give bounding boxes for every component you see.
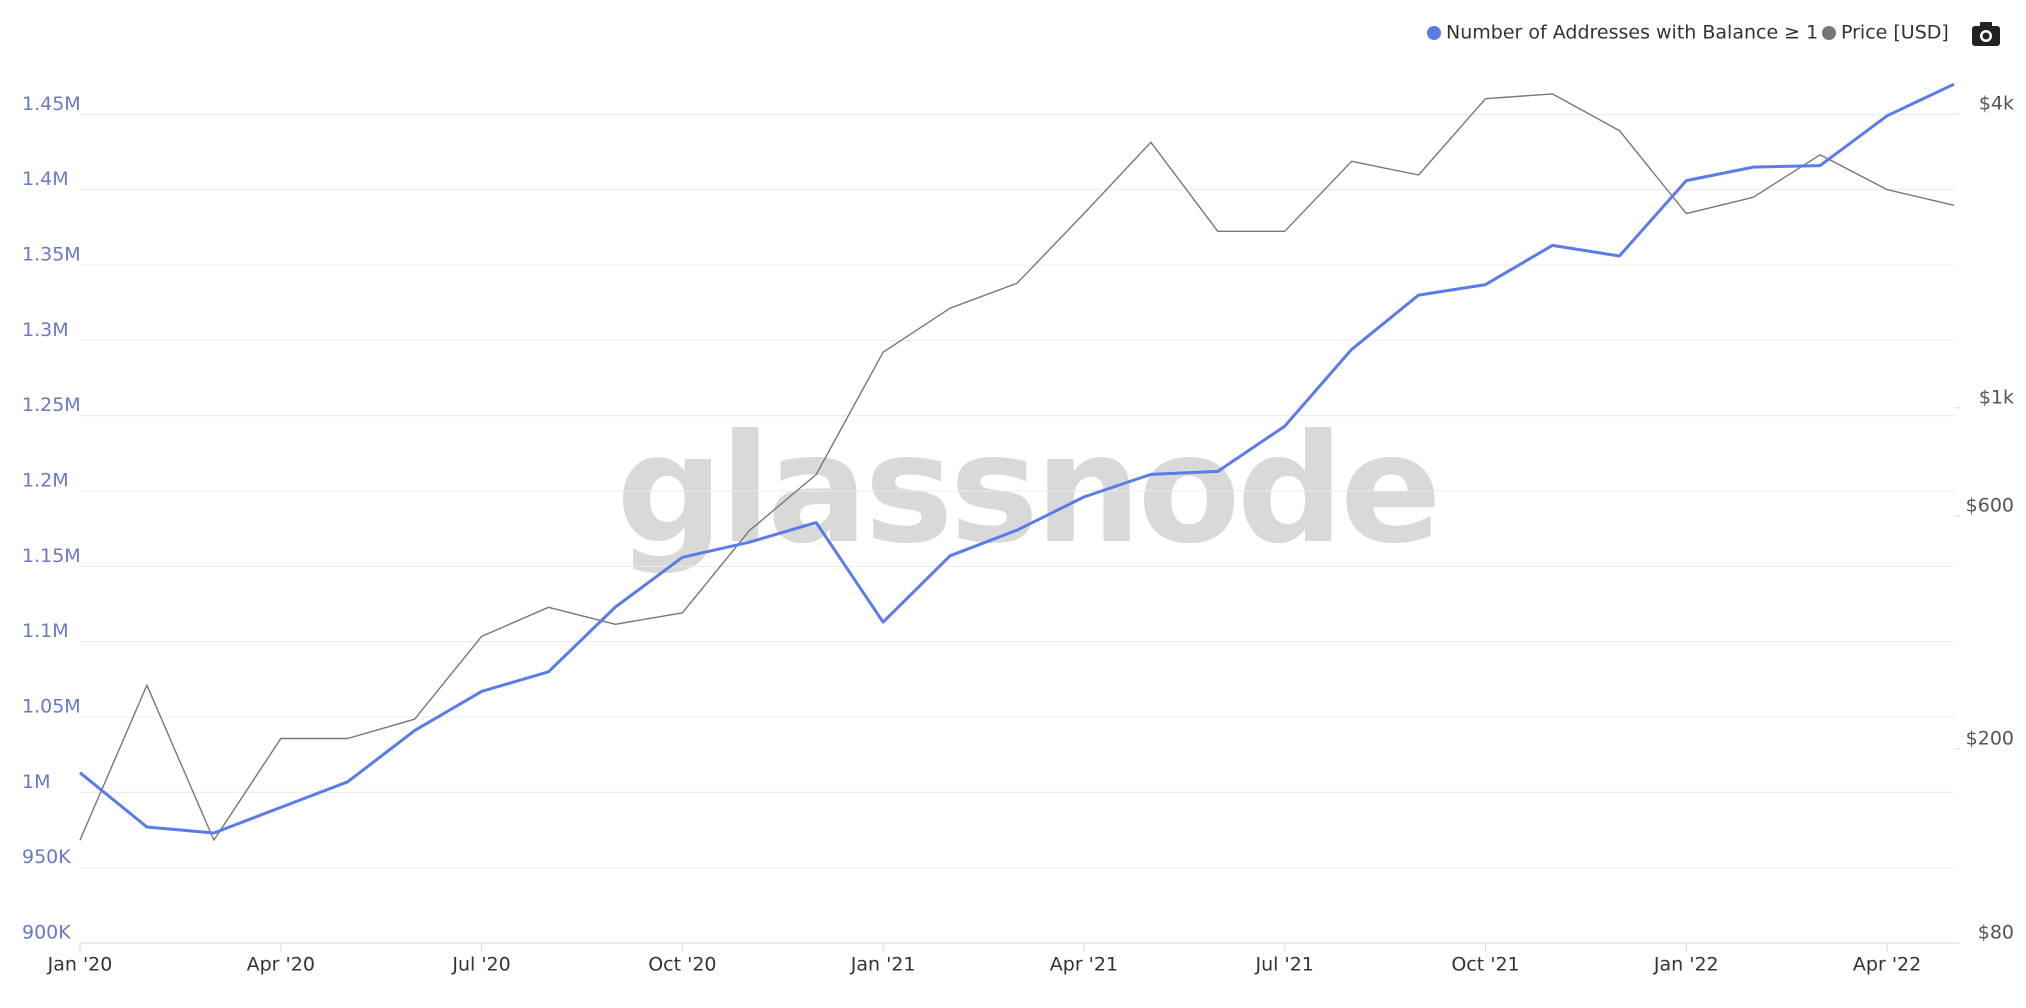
series-line [79, 93, 1955, 841]
y2-tick-label: $200 [1966, 727, 2014, 749]
x-tick-label: Jan '20 [47, 954, 113, 976]
legend-label[interactable]: Number of Addresses with Balance ≥ 1 [1446, 22, 1818, 44]
y-tick-label: 900K [22, 922, 71, 944]
y-tick-label: 1M [22, 771, 50, 793]
y-tick-label: 1.2M [22, 470, 69, 492]
camera-icon[interactable] [1972, 22, 2000, 46]
x-tick-label: Apr '21 [1050, 954, 1118, 976]
x-tick-label: Jan '22 [1653, 954, 1719, 976]
x-tick-label: Jul '20 [451, 954, 510, 976]
y2-tick-label: $4k [1979, 93, 2014, 115]
legend-marker [1822, 26, 1836, 40]
y2-tick-label: $80 [1978, 922, 2014, 944]
y2-tick-label: $1k [1979, 386, 2014, 408]
y-tick-label: 1.05M [22, 696, 81, 718]
x-tick-label: Apr '22 [1853, 954, 1921, 976]
y-tick-label: 1.25M [22, 394, 81, 416]
legend-marker [1427, 26, 1441, 40]
y-tick-label: 1.35M [22, 244, 81, 266]
watermark: glassnode [616, 403, 1438, 577]
y-tick-label: 1.4M [22, 168, 69, 190]
y-tick-label: 1.1M [22, 620, 69, 642]
y2-tick-label: $600 [1966, 495, 2014, 517]
x-tick-label: Jan '21 [850, 954, 916, 976]
y-tick-label: 950K [22, 846, 71, 868]
x-tick-label: Jul '21 [1255, 954, 1314, 976]
y-tick-label: 1.45M [22, 93, 81, 115]
x-tick-label: Oct '20 [648, 954, 716, 976]
series-line [79, 82, 1955, 835]
y-tick-label: 1.3M [22, 319, 69, 341]
legend-label[interactable]: Price [USD] [1841, 22, 1949, 44]
y-tick-label: 1.15M [22, 545, 81, 567]
x-tick-label: Oct '21 [1451, 954, 1519, 976]
x-tick-label: Apr '20 [247, 954, 315, 976]
